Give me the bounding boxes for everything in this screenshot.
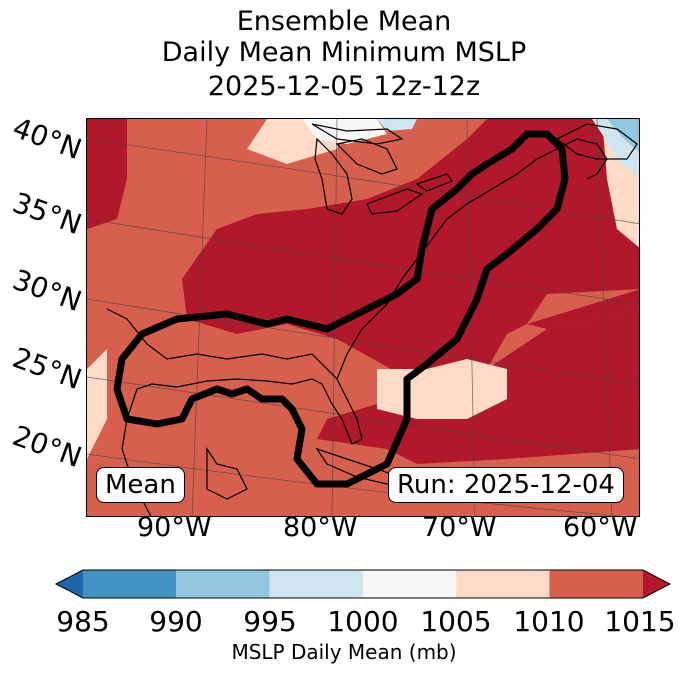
meridian-60 (596, 119, 613, 516)
colorbar-segment-990-995 (176, 570, 270, 598)
colorbar-label: MSLP Daily Mean (mb) (231, 640, 457, 664)
lon-label-90: 90°W (137, 512, 212, 543)
colorbar-under-arrow (56, 570, 83, 598)
parallel-20 (87, 453, 623, 516)
great-lakes-erie (366, 188, 424, 215)
lat-label-40: 40°N (8, 110, 86, 167)
colorbar-tick-1010: 1010 (513, 605, 585, 638)
mean-label-box: Mean (96, 467, 185, 503)
lon-label-60: 60°W (563, 512, 638, 543)
title-line-2: Daily Mean Minimum MSLP (161, 37, 527, 68)
colorbar-segment-1005-1010 (456, 570, 550, 598)
field-1005-west (87, 349, 107, 459)
lat-label-20: 20°N (8, 418, 86, 475)
colorbar-tick-985: 985 (56, 605, 110, 638)
great-lakes-ontario (415, 173, 453, 192)
colorbar-tick-1000: 1000 (327, 605, 399, 638)
parallel-30 (87, 298, 639, 385)
great-lakes-huron (335, 138, 398, 175)
colorbar-segment-1010-1015 (549, 570, 643, 598)
mslp-map (87, 119, 639, 516)
colorbar-tick-990: 990 (149, 605, 203, 638)
great-lakes-superior (311, 123, 404, 145)
nova-scotia (555, 123, 638, 160)
colorbar-segment-995-1000 (269, 570, 363, 598)
title-line-3: 2025-12-05 12z-12z (207, 71, 481, 102)
colorbar (54, 569, 672, 599)
great-lakes-michigan (314, 137, 353, 215)
parallel-35 (87, 218, 639, 305)
parallel-40 (87, 138, 639, 225)
colorbar-tick-1005: 1005 (420, 605, 492, 638)
lat-label-30: 30°N (8, 262, 86, 319)
colorbar-tick-995: 995 (243, 605, 297, 638)
colorbar-segment-985-990 (83, 570, 177, 598)
colorbar-segment-1000-1005 (362, 570, 457, 598)
meridian-80 (331, 119, 338, 516)
map-panel: Mean Run: 2025-12-04 (86, 118, 640, 517)
run-label-box: Run: 2025-12-04 (388, 467, 624, 503)
field-1000-north (302, 119, 387, 144)
parallel-25 (87, 376, 639, 460)
lat-label-25: 25°N (8, 340, 86, 397)
colorbar-over-arrow (643, 570, 670, 598)
lon-label-80: 80°W (283, 512, 358, 543)
field-990-northeast (607, 119, 639, 153)
title-line-1: Ensemble Mean (236, 6, 452, 37)
colorbar-tick-1015: 1015 (604, 605, 676, 638)
field-995-north (377, 119, 417, 131)
yucatan (206, 447, 248, 500)
coastlines (106, 123, 638, 516)
atlantic-coast (336, 138, 608, 380)
lon-label-70: 70°W (422, 512, 497, 543)
field-1015-northwest (87, 119, 127, 229)
lat-label-35: 35°N (8, 185, 86, 242)
colorbar-outline (54, 569, 672, 599)
gulf-coast (106, 308, 363, 516)
ensemble-contour (113, 130, 569, 488)
graticule (87, 119, 639, 516)
